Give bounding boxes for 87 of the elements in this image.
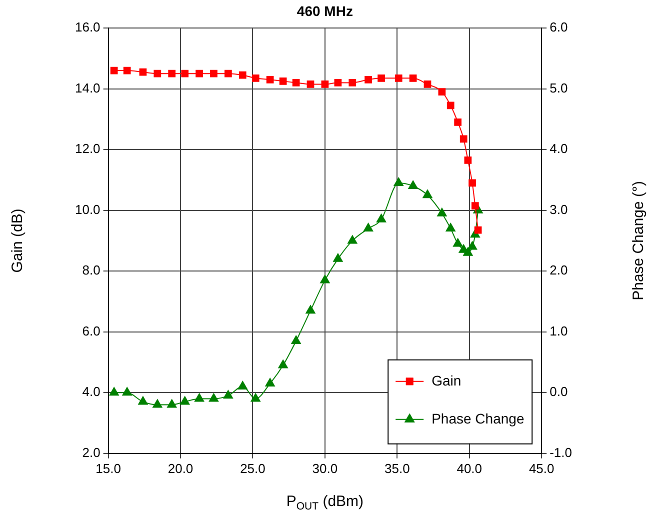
point bbox=[265, 378, 275, 387]
point bbox=[394, 177, 404, 186]
point bbox=[167, 399, 177, 408]
point bbox=[238, 71, 246, 79]
x-tick-label: 15.0 bbox=[96, 460, 121, 476]
y-tick-label: 10.0 bbox=[74, 202, 100, 217]
point bbox=[210, 70, 218, 78]
point bbox=[438, 88, 446, 96]
point bbox=[292, 79, 300, 86]
point bbox=[460, 135, 468, 143]
legend-label: Gain bbox=[432, 372, 462, 388]
x-tick-label: 45.0 bbox=[528, 460, 554, 476]
y2-tick-label: 4.0 bbox=[550, 141, 568, 156]
point bbox=[139, 68, 147, 76]
point bbox=[138, 396, 148, 405]
point bbox=[110, 66, 118, 74]
point bbox=[168, 70, 176, 78]
point bbox=[464, 156, 472, 164]
point bbox=[378, 74, 385, 82]
y2-tick-label: 3.0 bbox=[550, 202, 568, 217]
point bbox=[320, 274, 330, 284]
point bbox=[208, 393, 219, 402]
point bbox=[463, 247, 473, 256]
point bbox=[154, 70, 162, 78]
point bbox=[278, 360, 288, 368]
y2-axis-title: Phase Change (°) bbox=[630, 180, 648, 300]
legend-label: Phase Change bbox=[432, 410, 524, 426]
x-tick-label: 35.0 bbox=[384, 460, 410, 476]
point bbox=[291, 335, 301, 344]
y2-tick-label: 1.0 bbox=[550, 323, 568, 338]
point bbox=[196, 70, 203, 78]
point bbox=[321, 80, 329, 88]
point bbox=[152, 399, 162, 408]
y2-tick-label: 0.0 bbox=[550, 384, 568, 400]
point bbox=[306, 305, 316, 314]
point bbox=[348, 79, 356, 86]
point bbox=[376, 214, 386, 222]
point bbox=[266, 76, 274, 84]
y-tick-label: 14.0 bbox=[74, 80, 100, 96]
x-tick-label: 25.0 bbox=[240, 460, 266, 476]
point bbox=[454, 118, 462, 126]
point bbox=[250, 393, 260, 402]
point bbox=[333, 253, 343, 262]
point bbox=[453, 238, 463, 247]
y-tick-label: 8.0 bbox=[82, 262, 100, 278]
x-tick-label: 30.0 bbox=[312, 460, 338, 476]
point bbox=[467, 241, 478, 250]
y2-tick-label: 6.0 bbox=[550, 20, 568, 35]
point bbox=[446, 102, 454, 110]
point bbox=[446, 223, 456, 232]
y-axis-title: Gain (dB) bbox=[9, 208, 26, 273]
point bbox=[364, 76, 372, 84]
point bbox=[468, 179, 476, 187]
y-tick-label: 2.0 bbox=[82, 444, 100, 460]
y2-tick-label: 2.0 bbox=[550, 262, 568, 278]
point bbox=[471, 202, 479, 210]
y-tick-label: 6.0 bbox=[82, 323, 100, 338]
point bbox=[223, 390, 234, 399]
point bbox=[422, 190, 432, 198]
point bbox=[409, 74, 417, 82]
point bbox=[334, 79, 342, 86]
y-tick-label: 4.0 bbox=[82, 384, 100, 400]
y-tick-label: 16.0 bbox=[74, 20, 100, 35]
point bbox=[123, 66, 131, 74]
point bbox=[252, 74, 260, 82]
x-tick-label: 40.0 bbox=[456, 460, 482, 476]
point bbox=[394, 74, 402, 82]
point bbox=[238, 381, 248, 390]
x-tick-label: 20.0 bbox=[168, 460, 194, 476]
point bbox=[194, 393, 204, 402]
point bbox=[181, 70, 189, 78]
point bbox=[109, 387, 119, 396]
point bbox=[224, 70, 232, 78]
point bbox=[437, 208, 447, 216]
y-tick-label: 12.0 bbox=[74, 141, 100, 156]
point bbox=[474, 226, 482, 234]
chart-title: 460 MHz bbox=[296, 2, 353, 19]
point bbox=[408, 180, 418, 190]
point bbox=[122, 387, 132, 396]
y2-tick-label: 5.0 bbox=[550, 80, 568, 96]
point bbox=[180, 396, 190, 405]
point bbox=[424, 80, 432, 88]
point bbox=[279, 77, 287, 85]
point bbox=[306, 80, 314, 88]
point bbox=[348, 235, 358, 244]
y2-tick-label: -1.0 bbox=[550, 444, 572, 460]
point bbox=[363, 223, 374, 232]
